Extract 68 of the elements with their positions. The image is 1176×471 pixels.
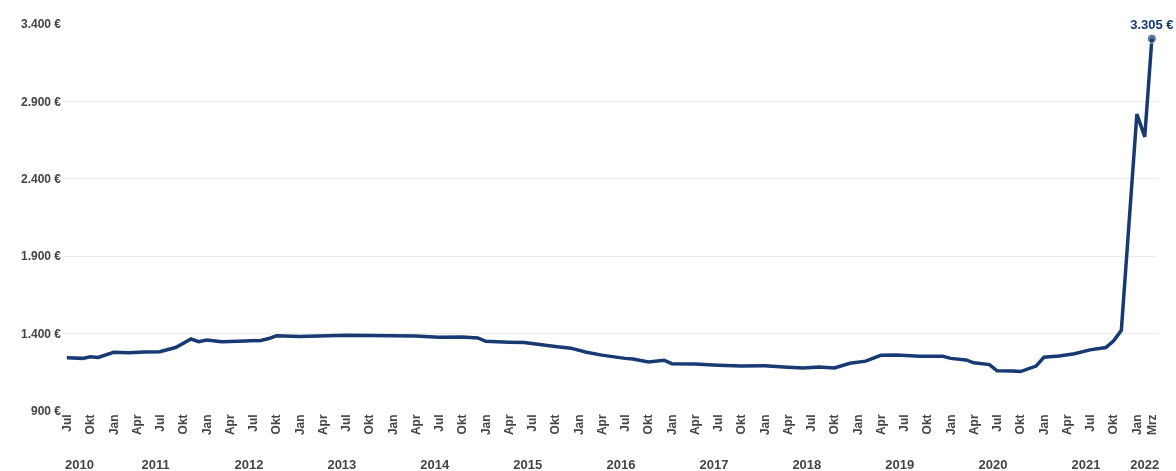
x-tick-label: Jul — [803, 414, 818, 432]
x2-tick-label: 2013 — [327, 457, 357, 471]
x2-tick-label: 2022 — [1130, 457, 1160, 471]
x-tick-label: Jul — [896, 414, 911, 432]
x-tick-label: Apr — [780, 414, 795, 436]
x2-tick-label: 2018 — [792, 457, 822, 471]
x-tick-label: Okt — [548, 414, 563, 435]
x-tick-label: Okt — [920, 414, 935, 435]
x-tick-label: Jan — [106, 414, 121, 436]
x-tick-label: Jan — [199, 414, 214, 436]
x2-tick-label: 2014 — [420, 457, 451, 471]
x-tick-label: Jul — [338, 414, 353, 432]
x-tick-label: Okt — [269, 414, 284, 435]
x-tick-label: Mrz — [1144, 414, 1159, 436]
x2-tick-label: 2020 — [978, 457, 1008, 471]
x-tick-label: Apr — [222, 414, 237, 436]
x-tick-label: Okt — [734, 414, 749, 435]
x2-tick-label: 2015 — [513, 457, 543, 471]
x-tick-label: Apr — [501, 414, 516, 436]
x2-tick-label: 2011 — [141, 457, 170, 471]
x-tick-label: Okt — [827, 414, 842, 435]
y-tick-label: 2.400 € — [20, 172, 62, 186]
x-tick-label: Okt — [83, 414, 98, 435]
x-tick-label: Jul — [524, 414, 539, 432]
x2-tick-label: 2017 — [699, 457, 729, 471]
x-tick-label: Okt — [455, 414, 470, 435]
x-tick-label: Jan — [757, 414, 772, 436]
x2-tick-label: 2012 — [234, 457, 264, 471]
x-tick-label: Jan — [478, 414, 493, 436]
y-tick-label: 1.900 € — [20, 249, 62, 264]
x-tick-label: Apr — [966, 414, 981, 436]
x-tick-label: Jan — [943, 414, 958, 436]
x-tick-label: Jul — [710, 414, 725, 432]
x-tick-label: Jul — [1082, 414, 1097, 432]
x-tick-label: Apr — [1059, 414, 1074, 436]
x2-tick-label: 2019 — [885, 457, 915, 471]
x-tick-label: Apr — [315, 414, 330, 436]
x-tick-label: Jul — [245, 414, 260, 432]
x-tick-label: Jan — [385, 414, 400, 436]
x-tick-label: Jan — [292, 414, 307, 436]
x-tick-label: Apr — [594, 414, 609, 436]
x-tick-label: Jan — [1129, 414, 1144, 436]
x-tick-label: Okt — [176, 414, 191, 435]
x-tick-label: Apr — [408, 414, 423, 436]
y-tick-label: 3.400 € — [20, 17, 62, 32]
x-tick-label: Okt — [641, 414, 656, 435]
y-tick-label: 2.900 € — [20, 94, 62, 109]
x-tick-label: Jul — [617, 414, 632, 432]
x-tick-label: Jan — [850, 414, 865, 436]
x-tick-label: Jan — [1036, 414, 1051, 436]
x-tick-label: Jan — [571, 414, 586, 436]
y-tick-label: 900 € — [30, 404, 62, 419]
x-tick-label: Jul — [431, 414, 446, 432]
x-tick-label: Apr — [687, 414, 702, 436]
x2-tick-label: 2021 — [1071, 457, 1101, 471]
x2-tick-label: 2010 — [65, 457, 95, 471]
x-tick-label: Okt — [362, 414, 377, 435]
x-tick-label: Jul — [152, 414, 167, 432]
x-tick-label: Okt — [1013, 414, 1028, 435]
x2-tick-label: 2016 — [606, 457, 636, 471]
x-tick-label: Jul — [989, 414, 1004, 432]
x-tick-label: Apr — [129, 414, 144, 436]
x-tick-label: Jul — [59, 414, 74, 432]
x-tick-label: Jan — [664, 414, 679, 436]
x-tick-label: Apr — [873, 414, 888, 436]
y-tick-label: 1.400 € — [20, 326, 62, 341]
data-label: 3.305 € — [1130, 16, 1174, 32]
x-tick-label: Okt — [1106, 414, 1121, 435]
